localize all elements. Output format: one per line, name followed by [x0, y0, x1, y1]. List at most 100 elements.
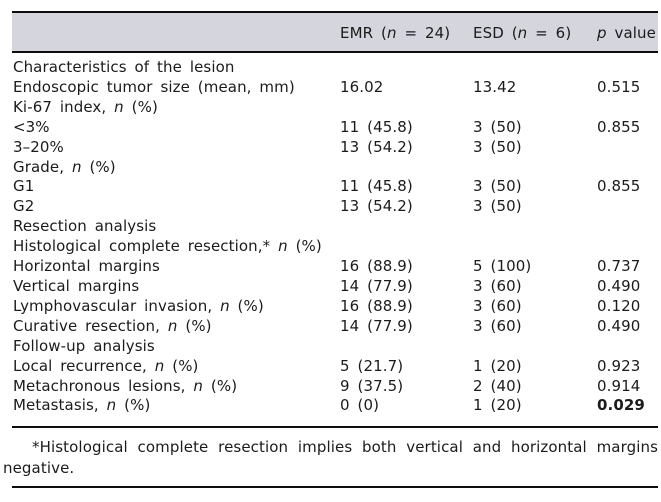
emr-value: 16 (88.9): [340, 257, 413, 276]
row-label-text: Lymphovascular invasion,: [13, 296, 221, 315]
row-label: 3–20%: [13, 138, 340, 158]
row-label-text: Histological complete resection,*: [13, 237, 279, 256]
esd-value: 3 (50): [473, 117, 522, 136]
esd-value: [473, 337, 597, 357]
esd-value: 3 (50): [473, 137, 522, 156]
emr-value: 13 (54.2): [340, 197, 413, 216]
table-row: Curative resection, n (%) 14 (77.9) 3 (6…: [13, 317, 658, 337]
row-label: G1: [13, 177, 340, 197]
esd-value: [473, 237, 597, 257]
row-label-text: <3%: [13, 117, 50, 136]
row-label: Horizontal margins: [13, 257, 340, 277]
header-bottom-rule: [12, 51, 658, 53]
p-value: 0.490: [597, 276, 641, 295]
p-value: 0.855: [597, 117, 641, 136]
row-label-suffix: (%): [177, 316, 212, 335]
p-value: [597, 337, 658, 357]
row-label: Metachronous lesions, n (%): [13, 377, 340, 397]
table-row: Lymphovascular invasion, n (%) 16 (88.9)…: [13, 297, 658, 317]
esd-value: [473, 58, 597, 78]
emr-value: [340, 217, 473, 237]
row-label-n: n: [220, 296, 230, 315]
row-label: Ki-67 index, n (%): [13, 98, 340, 118]
emr-value: 5 (21.7): [340, 356, 404, 375]
table-row: Metastasis, n (%) 0 (0) 1 (20) 0.029: [13, 396, 658, 416]
table-row-section: Follow-up analysis: [13, 337, 658, 357]
emr-value: 13 (54.2): [340, 137, 413, 156]
row-label-n: n: [154, 356, 165, 375]
table-row: Vertical margins 14 (77.9) 3 (60) 0.490: [13, 277, 658, 297]
table-row: 3–20% 13 (54.2) 3 (50): [13, 138, 658, 158]
row-label-suffix: (%): [81, 157, 116, 176]
row-label-text: Metachronous lesions,: [13, 376, 194, 395]
emr-value: [340, 98, 473, 118]
row-label-text: Curative resection,: [13, 316, 168, 335]
p-value: [597, 58, 658, 78]
row-label-suffix: (%): [287, 237, 322, 256]
p-value: [597, 138, 658, 158]
esd-value: 1 (20): [473, 356, 522, 375]
table-row-section: Resection analysis: [13, 217, 658, 237]
esd-value: [473, 98, 597, 118]
emr-value: 16.02: [340, 77, 384, 96]
esd-value: 3 (60): [473, 276, 522, 295]
esd-value: 13.42: [473, 77, 517, 96]
p-value: 0.490: [597, 316, 641, 335]
row-label-suffix: (%): [164, 356, 199, 375]
bottom-rule: [12, 486, 658, 488]
table-row: <3% 11 (45.8) 3 (50) 0.855: [13, 118, 658, 138]
footnote-line-2: negative.: [3, 458, 75, 477]
row-label-n: n: [71, 157, 82, 176]
p-value: [597, 158, 658, 178]
emr-value: 16 (88.9): [340, 296, 413, 315]
p-value: 0.737: [597, 257, 641, 276]
footnote-top-rule: [12, 426, 658, 428]
table-header-band: EMR (n = 24) ESD (n = 6) p value: [12, 13, 658, 51]
row-label: Histological complete resection,* n (%): [13, 237, 340, 257]
p-value: [597, 197, 658, 217]
column-header-esd-text: ESD (: [473, 24, 518, 42]
row-label-text: Resection analysis: [13, 217, 157, 236]
row-label-n: n: [106, 396, 117, 415]
row-label: Resection analysis: [13, 217, 340, 237]
p-value: 0.515: [597, 77, 641, 96]
emr-value: [340, 337, 473, 357]
esd-value: 1 (20): [473, 396, 522, 415]
row-label-suffix: (%): [203, 376, 238, 395]
p-value: 0.120: [597, 296, 641, 315]
table-row-section: Characteristics of the lesion: [13, 58, 658, 78]
esd-value: 3 (60): [473, 296, 522, 315]
column-header-emr: EMR (n = 24): [340, 13, 450, 51]
emr-value: [340, 58, 473, 78]
emr-value: 9 (37.5): [340, 376, 404, 395]
row-label-suffix: (%): [116, 396, 151, 415]
row-label-text: Horizontal margins: [13, 257, 160, 276]
row-label-text: Follow-up analysis: [13, 336, 155, 355]
p-value: [597, 237, 658, 257]
top-rule: [12, 11, 658, 13]
table-row: Horizontal margins 16 (88.9) 5 (100) 0.7…: [13, 257, 658, 277]
emr-value: 0 (0): [340, 396, 380, 415]
footnote-line-1: *Histological complete resection implies…: [32, 438, 658, 456]
column-header-p-text: value: [606, 24, 656, 42]
row-label-text: Metastasis,: [13, 396, 107, 415]
table-row: Metachronous lesions, n (%) 9 (37.5) 2 (…: [13, 377, 658, 397]
row-label-suffix: (%): [123, 97, 158, 116]
esd-value: 2 (40): [473, 376, 522, 395]
table-row: Ki-67 index, n (%): [13, 98, 658, 118]
esd-value: [473, 217, 597, 237]
row-label: Endoscopic tumor size (mean, mm): [13, 78, 340, 98]
row-label-text: G1: [13, 177, 35, 196]
emr-value: 11 (45.8): [340, 117, 413, 136]
emr-value: 14 (77.9): [340, 316, 413, 335]
column-header-emr-text: EMR (: [340, 24, 387, 42]
table-row: Grade, n (%): [13, 158, 658, 178]
emr-value: 14 (77.9): [340, 276, 413, 295]
row-label-text: Characteristics of the lesion: [13, 58, 235, 76]
row-label-text: 3–20%: [13, 137, 64, 156]
esd-value: [473, 158, 597, 178]
column-header-esd: ESD (n = 6): [473, 13, 571, 51]
column-header-emr-n: n: [386, 24, 397, 42]
p-value: [597, 98, 658, 118]
